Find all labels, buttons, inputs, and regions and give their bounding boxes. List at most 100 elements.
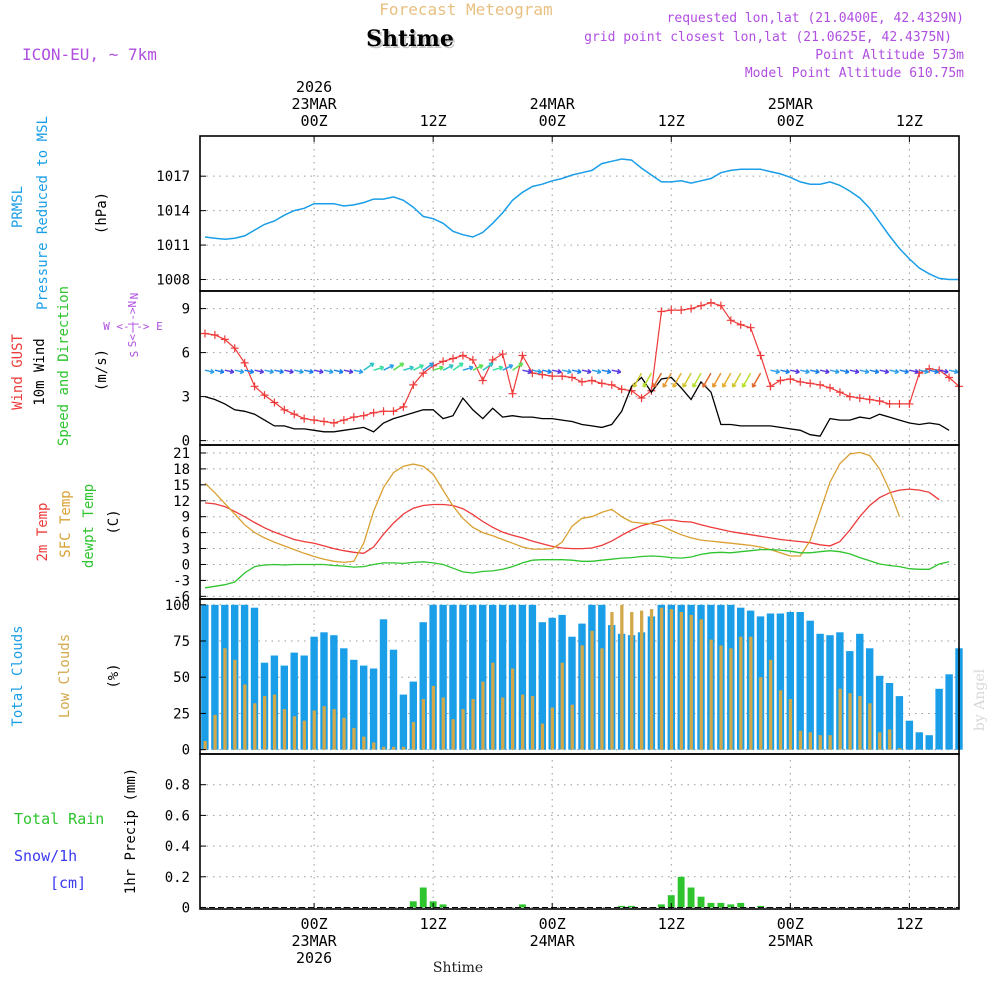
total-cloud-bar [826, 635, 834, 750]
gust-marker [310, 416, 319, 425]
total-cloud-bar [915, 732, 923, 750]
wind-arrowhead [358, 368, 364, 375]
y-tick-label: 3 [182, 390, 190, 406]
wind-arrowhead [731, 383, 737, 388]
wind-arrowhead [399, 362, 405, 368]
y-tick-label: 9 [182, 302, 190, 318]
wind-direction-arrow [462, 366, 474, 371]
wind-direction-arrow [304, 369, 314, 373]
wind-arrowhead [751, 383, 757, 388]
top-time-label: 12Z [420, 112, 447, 130]
top-time-label: 25MAR [768, 95, 814, 113]
wind-direction-arrow [393, 362, 404, 371]
low-cloud-bar [798, 730, 803, 750]
grid-lines [200, 136, 959, 909]
rain-bar [439, 904, 447, 908]
wind-arrowhead [805, 368, 810, 375]
top-time-label: 2026 [296, 78, 332, 96]
bottom-time-label: 12Z [658, 915, 685, 933]
wind-arrowhead [682, 383, 687, 388]
low-cloud-bar [649, 609, 654, 750]
gust-marker [925, 364, 934, 373]
gust-marker [905, 399, 914, 408]
gust-marker [379, 407, 388, 416]
bottom-time-label: 2026 [296, 949, 332, 967]
wind-arrowhead [662, 383, 668, 388]
wind-arrowhead [389, 364, 395, 369]
wind-arrowhead [309, 368, 314, 375]
wind-arrowhead [429, 362, 434, 368]
total-cloud-bar [350, 659, 358, 750]
total-cloud-bar [548, 617, 556, 750]
wind-direction-arrow [751, 372, 762, 388]
watermark: by Angel [972, 668, 988, 731]
wind-direction-arrow [472, 364, 484, 371]
low-cloud-bar [739, 636, 743, 750]
pressure-label-short: PRMSL [10, 186, 26, 228]
gust-marker [439, 357, 448, 366]
wind-arrowhead [606, 368, 612, 375]
wind-direction-arrow [829, 369, 840, 373]
rain-bar [618, 905, 626, 908]
gust-marker [796, 377, 805, 386]
wind-arrowhead [864, 368, 870, 375]
wind-direction-arrow [929, 369, 939, 373]
sfc-temp-line [204, 451, 901, 564]
wind-arrowhead [369, 362, 375, 368]
gust-marker [716, 301, 725, 310]
wind-direction-arrow [552, 369, 562, 373]
temp2m-label: 2m Temp [35, 502, 51, 561]
wind-direction-arrow [770, 369, 780, 373]
wind-direction-arrow [899, 369, 909, 373]
wind-arrowhead [498, 365, 504, 371]
low-cloud-bar [302, 720, 306, 750]
low-cloud-bar [640, 610, 644, 750]
wind-direction-arrow [879, 369, 889, 373]
wind-direction-arrow [532, 369, 542, 373]
wind-direction-arrow [819, 369, 830, 373]
wind-arrowhead [518, 362, 524, 368]
gust-marker [865, 395, 874, 404]
wind-arrowhead [547, 368, 552, 375]
wind-arrowhead [439, 365, 444, 371]
gust-marker [587, 376, 596, 385]
top-time-label: 12Z [658, 112, 685, 130]
top-time-label: 23MAR [292, 95, 338, 113]
low-cloud-bar [659, 607, 664, 750]
requested-coords: requested lon,lat (21.0400E, 42.4329N) [667, 11, 964, 26]
wind-arrowhead [884, 368, 890, 375]
panel-frames [199, 135, 960, 910]
top-time-label: 12Z [896, 112, 923, 130]
gust-marker [647, 386, 656, 395]
low-cloud-bar [580, 645, 584, 750]
low-cloud-bar [709, 639, 713, 750]
low-cloud-bar [382, 746, 386, 750]
low-cloud-bar [848, 693, 852, 750]
low-cloud-bar [203, 741, 207, 750]
rain-bar [519, 904, 526, 908]
point-altitude: Point Altitude 573m [815, 48, 964, 63]
low-cloud-bar [282, 709, 287, 750]
wind-direction-arrow [692, 372, 702, 388]
low-cloud-bar [749, 636, 753, 750]
wind-direction-arrow [869, 369, 879, 373]
total-cloud-bar [330, 635, 338, 750]
low-cloud-bar [223, 648, 227, 750]
temp-unit: (C) [106, 509, 122, 534]
rain-bar [657, 904, 665, 908]
y-tick-label: 1011 [156, 238, 190, 254]
wind-direction-arrow [702, 372, 712, 388]
total-cloud-bar [310, 636, 318, 750]
wind-direction-arrow [722, 372, 732, 388]
low-cloud-bar [352, 727, 356, 750]
wind-direction-arrow [732, 372, 742, 388]
gust-marker [697, 301, 706, 310]
wind-direction-arrow [839, 369, 850, 373]
wind-direction-arrow [204, 369, 215, 373]
wind-arrowhead [338, 368, 344, 375]
panel-left-labels: NS<-|->NW <-|-> E S PRMSL Pressure Reduced … [10, 116, 163, 894]
wind-arrowhead [249, 368, 255, 375]
rain-bar [687, 887, 695, 908]
bottom-time-label: 24MAR [530, 932, 576, 950]
wind-direction-arrow [810, 369, 820, 373]
